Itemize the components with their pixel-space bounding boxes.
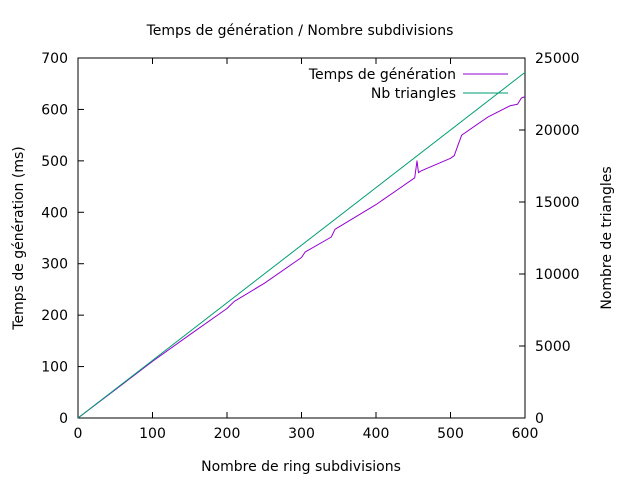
y-tick-label: 100 — [41, 360, 68, 376]
chart-title: Temps de génération / Nombre subdivision… — [146, 23, 454, 39]
plot-frame — [77, 57, 526, 419]
legend-label-temps: Temps de génération — [308, 67, 456, 83]
x-axis-label: Nombre de ring subdivisions — [201, 459, 401, 475]
x-tick-label: 400 — [363, 426, 390, 442]
y-tick-label: 500 — [41, 154, 68, 170]
x-tick-label: 200 — [214, 426, 241, 442]
y-tick-label: 300 — [41, 257, 68, 273]
series-layer — [77, 72, 526, 419]
x-tick-label: 100 — [139, 426, 166, 442]
y2-tick-label: 20000 — [535, 123, 580, 139]
y2-tick-label: 10000 — [535, 267, 580, 283]
x-tick-label: 0 — [74, 426, 83, 442]
series-line-temps — [77, 96, 526, 419]
x-tick-label: 300 — [288, 426, 315, 442]
y2-axis-label: Nombre de triangles — [599, 166, 615, 309]
y2-tick-label: 15000 — [535, 195, 580, 211]
y2-tick-label: 0 — [535, 411, 544, 427]
series-line-triangles — [77, 72, 526, 419]
legend: Temps de génération Nb triangles — [308, 67, 508, 102]
y-tick-label: 700 — [41, 51, 68, 67]
y2-tick-label: 5000 — [535, 339, 571, 355]
y-tick-label: 200 — [41, 308, 68, 324]
y-axis-label: Temps de génération (ms) — [11, 146, 27, 330]
y2-axis: 0 5000 10000 15000 20000 25000 — [519, 51, 580, 427]
y-tick-label: 600 — [41, 102, 68, 118]
y-tick-label: 0 — [59, 411, 68, 427]
x-tick-label: 500 — [437, 426, 464, 442]
x-tick-label: 600 — [512, 426, 539, 442]
y2-tick-label: 25000 — [535, 51, 580, 67]
y-axis: 0 100 200 300 400 500 600 700 — [41, 51, 84, 427]
legend-label-triangles: Nb triangles — [371, 86, 456, 102]
y-tick-label: 400 — [41, 205, 68, 221]
x-axis: 0 100 200 300 400 500 600 — [74, 58, 539, 442]
